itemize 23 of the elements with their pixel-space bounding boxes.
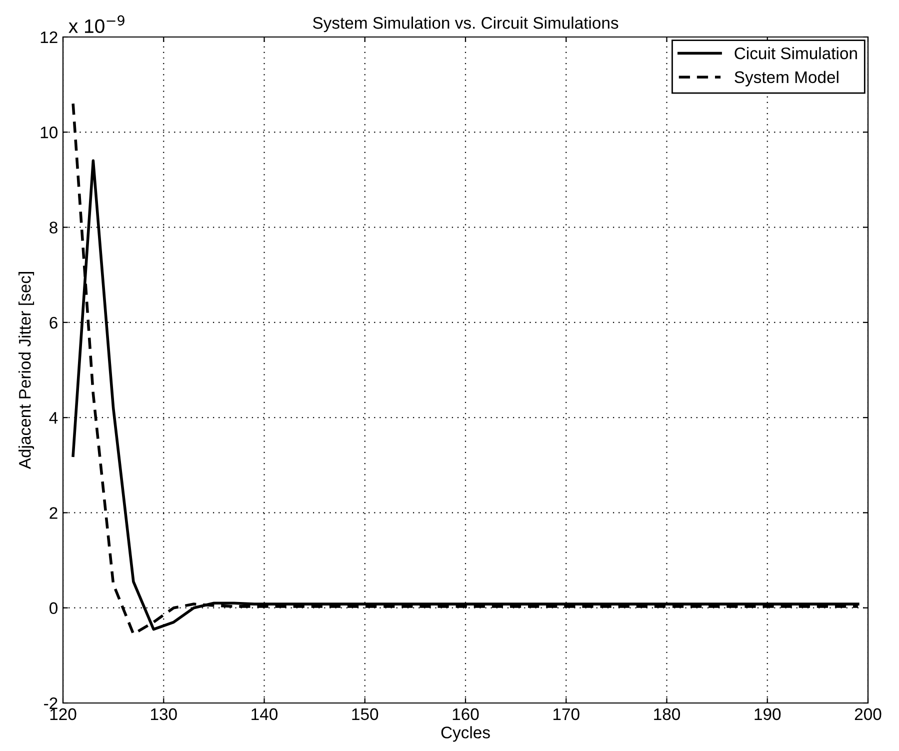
y-tick-label: 10 bbox=[40, 126, 58, 138]
x-tick-label: 200 bbox=[854, 708, 882, 720]
x-tick-label: 170 bbox=[553, 708, 580, 720]
y-axis-title: Adjacent Period Jitter [sec] bbox=[18, 272, 34, 470]
x-axis-title: Cycles bbox=[441, 726, 490, 742]
y-tick-label: 8 bbox=[50, 222, 58, 234]
x-tick-label: 140 bbox=[252, 708, 278, 720]
x-tick-label: 190 bbox=[754, 708, 781, 720]
legend-label: Cicuit Simulation bbox=[734, 47, 857, 60]
y-tick-label: 0 bbox=[50, 602, 58, 614]
y-tick-label: -2 bbox=[44, 697, 58, 710]
x-tick-label: 160 bbox=[452, 708, 479, 720]
x-tick-label: 130 bbox=[150, 708, 177, 720]
x-tick-label: 150 bbox=[352, 708, 378, 720]
legend-label: System Model bbox=[734, 70, 838, 86]
y-tick-label: 6 bbox=[50, 316, 58, 329]
chart-title: System Simulation vs. Circuit Simulations bbox=[312, 16, 618, 32]
y-tick-label: 12 bbox=[40, 31, 58, 44]
text: x 10$^{−9}$ bbox=[68, 15, 124, 34]
x-tick-label: 120 bbox=[50, 708, 76, 720]
y-tick-label: 4 bbox=[49, 412, 58, 424]
x-tick-label: 180 bbox=[654, 708, 680, 720]
y-tick-label: 2 bbox=[50, 507, 58, 519]
